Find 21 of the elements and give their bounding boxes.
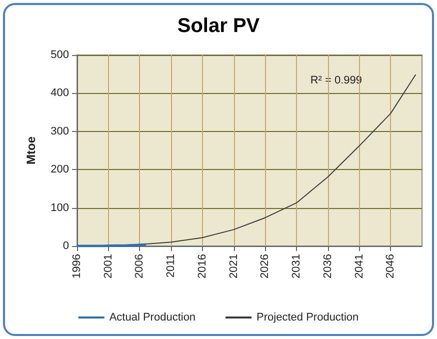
x-tick-label: 2001 (102, 254, 114, 278)
chart-title: Solar PV (177, 15, 260, 37)
x-tick-label: 2006 (134, 254, 146, 278)
x-tick-label: 2011 (165, 254, 178, 278)
x-tick-label: 2031 (290, 254, 303, 278)
x-tick-label: 2021 (228, 254, 240, 278)
y-tick-label: 400 (50, 87, 69, 100)
legend-label: Actual Production (109, 312, 196, 324)
y-tick-label: 0 (62, 240, 69, 252)
y-tick-label: 200 (50, 164, 69, 176)
x-tick-label: 2016 (196, 254, 208, 278)
x-tick-label: 1996 (71, 254, 83, 278)
y-tick-label: 300 (50, 125, 69, 138)
x-tick-label: 2036 (322, 254, 334, 278)
x-tick-label: 2041 (353, 254, 366, 278)
y-tick-label: 100 (50, 202, 69, 214)
y-axis-title: Mtoe (24, 136, 38, 164)
y-tick-label: 500 (50, 49, 69, 61)
x-tick-label: 2046 (384, 254, 397, 278)
x-tick-label: 2026 (259, 254, 272, 278)
legend-label: Projected Production (256, 312, 359, 324)
